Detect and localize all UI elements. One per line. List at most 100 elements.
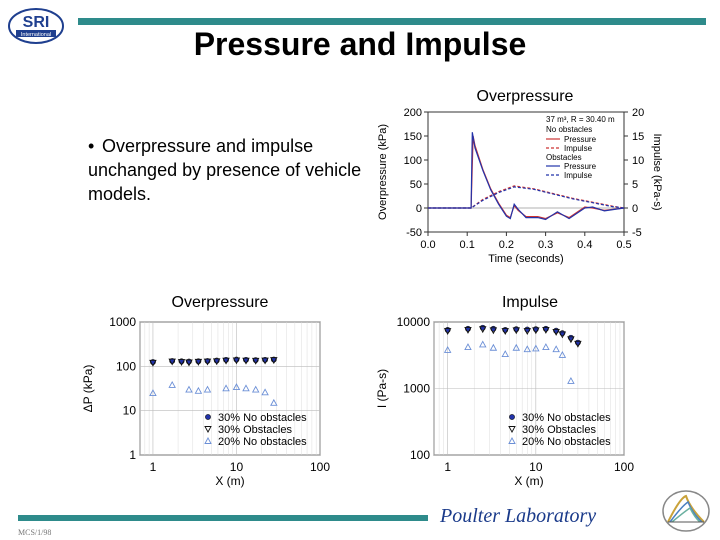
- data-point: [222, 384, 230, 392]
- x-axis-label: Time (seconds): [488, 253, 563, 265]
- data-point: [212, 358, 221, 366]
- y2-tick-label: 0: [632, 203, 638, 215]
- data-point: [185, 385, 193, 393]
- series-line: [428, 186, 625, 209]
- chart-impulse-distance: 1 10 100 10000 1000 100 X (m) I (Pa-s) 30% No ob…: [375, 315, 634, 488]
- y2-axis-label: Impulse (kPa-s): [651, 133, 662, 210]
- x-tick-label: 0.1: [460, 239, 475, 251]
- legend-group: Obstacles: [546, 153, 582, 162]
- lab-name: Poulter Laboratory: [440, 505, 597, 527]
- data-point: [270, 357, 278, 365]
- data-point: [574, 340, 582, 348]
- data-point: [558, 350, 567, 358]
- data-point: [185, 359, 193, 367]
- legend-item: 30% Obstacles: [218, 424, 292, 436]
- series-line: [428, 132, 625, 221]
- data-point: [168, 358, 176, 366]
- y-tick-label: 1000: [109, 315, 136, 329]
- bullet-dot-icon: •: [88, 136, 95, 156]
- y-tick-label: 200: [404, 107, 422, 119]
- label-left-chart: Overpressure: [171, 294, 269, 311]
- y-tick-label: 100: [410, 448, 430, 462]
- data-point: [552, 328, 560, 336]
- data-point: [464, 343, 472, 351]
- legend-item: 30% Obstacles: [522, 424, 596, 436]
- data-point: [567, 336, 575, 344]
- data-point: [567, 376, 575, 384]
- y2-tick-label: -5: [632, 227, 642, 239]
- y-tick-label: 100: [116, 359, 136, 373]
- data-point: [552, 345, 560, 353]
- logo-text: SRI: [23, 14, 50, 31]
- y-axis-label: I (Pa-s): [375, 369, 389, 408]
- y2-tick-label: 5: [632, 179, 638, 191]
- data-point: [542, 326, 550, 334]
- sri-logo: SRI International: [8, 8, 64, 44]
- poulter-logo: [662, 490, 710, 532]
- data-point: [222, 357, 230, 365]
- data-point: [512, 343, 521, 351]
- data-point: [232, 357, 241, 365]
- legend-group: No obstacles: [546, 125, 592, 134]
- data-point: [542, 343, 550, 351]
- data-point: [149, 359, 157, 367]
- y-tick-label: 150: [404, 131, 422, 143]
- x-tick-label: 100: [310, 460, 330, 474]
- x-axis-label: X (m): [514, 474, 543, 488]
- x-tick-label: 0.3: [538, 239, 553, 251]
- chart-overpressure-distance: 1 10 100 1000 100 10 1 X (m) ΔP (kPa) 30% No obst…: [81, 315, 330, 488]
- legend-item: Pressure: [564, 135, 597, 144]
- legend-item: 30% No obstacles: [218, 412, 307, 424]
- data-point: [532, 327, 540, 335]
- x-tick-label: 10: [529, 460, 543, 474]
- x-tick-label: 0.4: [577, 239, 592, 251]
- y-tick-label: 10000: [397, 315, 431, 329]
- data-point: [523, 345, 532, 353]
- y2-tick-label: 20: [632, 107, 644, 119]
- plot-area: [427, 111, 625, 233]
- data-point: [443, 328, 452, 336]
- header-accent-bar: [78, 18, 706, 25]
- data-point: [270, 398, 278, 406]
- data-point: [242, 357, 250, 365]
- legend-item: 20% No obstacles: [522, 436, 611, 448]
- data-point: [261, 388, 269, 396]
- x-tick-label: 0.0: [420, 239, 435, 251]
- y-axis-label: ΔP (kPa): [81, 365, 95, 413]
- bullet-text: Overpressure and impulse unchanged by pr…: [88, 136, 362, 204]
- y-tick-label: 100: [404, 155, 422, 167]
- footer-accent-bar: [18, 515, 428, 521]
- y-tick-label: 0: [416, 203, 422, 215]
- y-tick-label: 1: [129, 448, 136, 462]
- chart-overpressure-time: 0.0 0.1 0.2 0.3 0.4 0.5200150100500-502015105…: [377, 107, 662, 265]
- legend-item: Pressure: [564, 162, 597, 171]
- data-point: [489, 327, 498, 335]
- logo-subtext: International: [21, 32, 51, 38]
- plot-area: [139, 321, 321, 456]
- label-top-chart: Overpressure: [476, 88, 574, 105]
- legend-item: 20% No obstacles: [218, 436, 307, 448]
- data-point: [512, 327, 521, 335]
- legend-marker: [508, 426, 516, 433]
- data-point: [489, 343, 498, 351]
- x-tick-label: 10: [230, 460, 244, 474]
- data-point: [149, 389, 157, 396]
- legend-item: Impulse: [564, 144, 593, 153]
- data-point: [501, 328, 510, 336]
- legend-marker: [205, 414, 211, 420]
- bullet-point: • Overpressure and impulse unchanged by p…: [88, 134, 368, 206]
- x-tick-label: 1: [150, 460, 157, 474]
- data-point: [251, 385, 260, 393]
- x-tick-label: 100: [614, 460, 634, 474]
- data-point: [532, 344, 540, 352]
- legend-marker: [204, 426, 212, 433]
- data-point: [194, 358, 203, 366]
- y-tick-label: -50: [406, 227, 422, 239]
- legend-marker: [508, 437, 516, 444]
- chart-annotation: 37 m³, R = 30.40 m: [546, 115, 615, 124]
- slide-title: Pressure and Impulse: [193, 26, 527, 62]
- data-point: [501, 350, 510, 357]
- y2-tick-label: 15: [632, 131, 644, 143]
- data-point: [203, 385, 212, 393]
- data-point: [177, 359, 186, 366]
